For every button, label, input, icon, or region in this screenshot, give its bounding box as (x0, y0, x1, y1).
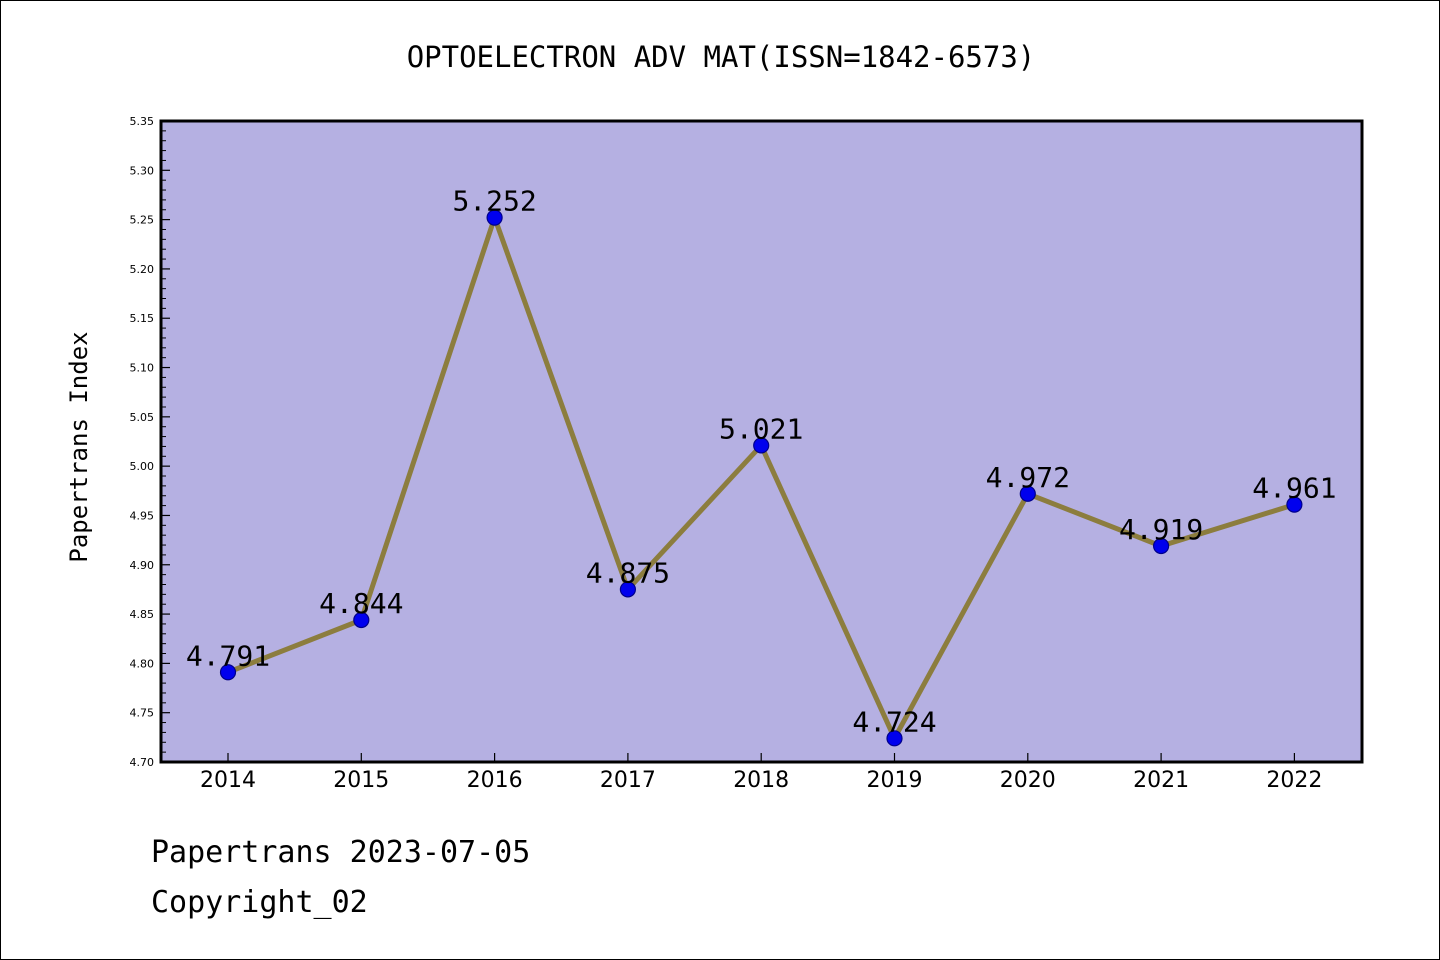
data-label: 4.972 (986, 461, 1070, 494)
y-tick-label: 4.80 (130, 657, 155, 670)
data-point (486, 209, 503, 226)
data-label-layer: 4.791 4.844 5.252 4.875 5.021 4.724 4.972 4.919… (186, 185, 1337, 739)
data-label: 4.961 (1252, 472, 1336, 505)
marker-layer (219, 209, 1303, 747)
y-axis-label: Papertrans Index (65, 331, 93, 562)
y-tick-label: 5.15 (130, 312, 155, 325)
y-tick-label: 5.35 (130, 115, 155, 128)
x-tick-label: 2020 (1000, 768, 1056, 793)
y-axis: 4.70 4.75 4.80 4.85 4.90 4.95 5.00 5.05 5.10 5.15… (130, 115, 170, 769)
y-tick-label: 5.25 (130, 214, 155, 227)
y-tick-label: 4.75 (130, 707, 155, 720)
y-tick-label: 5.20 (130, 263, 155, 276)
y-tick-label: 5.00 (130, 460, 155, 473)
data-point (1019, 485, 1036, 502)
data-point (1152, 537, 1170, 555)
y-tick-label: 5.30 (130, 164, 155, 177)
data-point (753, 437, 770, 454)
data-label: 5.252 (452, 185, 536, 218)
data-label: 4.724 (852, 705, 936, 738)
x-tick-label: 2015 (333, 768, 389, 793)
x-tick-label: 2022 (1266, 768, 1322, 793)
x-axis: 2014 2015 2016 2017 2018 2019 2020 2021 2022 (200, 753, 1322, 793)
y-tick-label: 5.05 (130, 411, 155, 424)
y-tick-label: 5.10 (130, 362, 155, 375)
x-tick-label: 2018 (733, 768, 789, 793)
data-label: 4.919 (1119, 513, 1203, 546)
y-tick-label: 4.70 (130, 756, 155, 769)
data-label: 4.875 (586, 556, 670, 589)
footer-copyright: Copyright_02 (151, 885, 368, 920)
y-tick-label: 4.95 (130, 509, 155, 522)
y-tick-label: 4.90 (130, 559, 155, 572)
x-tick-label: 2017 (600, 768, 656, 793)
x-tick-label: 2016 (467, 768, 523, 793)
footer-date-line: Papertrans 2023-07-05 (151, 835, 531, 870)
data-point (353, 611, 370, 629)
data-label: 5.021 (719, 412, 803, 445)
data-label: 4.791 (186, 639, 270, 672)
y-tick-label: 4.85 (130, 608, 155, 621)
data-label: 4.844 (319, 587, 403, 620)
x-tick-label: 2019 (867, 768, 923, 793)
data-point (219, 664, 237, 681)
data-point (619, 581, 637, 598)
data-point (886, 730, 903, 747)
chart-title: OPTOELECTRON ADV MAT(ISSN=1842-6573) (407, 40, 1036, 74)
x-tick-label: 2021 (1133, 768, 1189, 793)
data-point (1286, 496, 1303, 513)
x-tick-label: 2014 (200, 768, 256, 793)
